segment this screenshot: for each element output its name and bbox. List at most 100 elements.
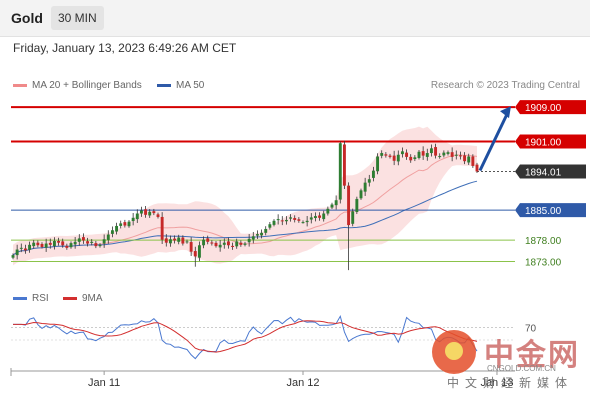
candle-body: [355, 198, 359, 213]
candle-body: [218, 244, 222, 248]
candle-body: [86, 241, 90, 244]
candle-body: [458, 155, 462, 157]
candle-body: [160, 216, 164, 240]
candle: [293, 215, 297, 223]
candle-body: [48, 242, 52, 245]
candle-body: [156, 214, 160, 217]
level-tag-1909.00: 1909.00: [515, 100, 586, 115]
level-tag-1901.00: 1901.00: [515, 134, 586, 149]
candle-body: [272, 220, 276, 225]
rsi-legend-label: RSI: [32, 293, 49, 304]
candle-body: [173, 238, 177, 241]
level-tag-1894.01: 1894.01: [515, 164, 586, 179]
candle-body: [181, 237, 185, 244]
legend-rsi-ma: 9MA: [63, 293, 103, 304]
candle: [309, 213, 313, 224]
candle-body: [351, 211, 355, 224]
candle-body: [396, 154, 400, 162]
candle-body: [135, 213, 139, 220]
candle-body: [235, 241, 239, 247]
candle: [446, 150, 450, 156]
candle-body: [475, 164, 479, 172]
candle-body: [367, 179, 371, 183]
candle-body: [264, 228, 268, 233]
rsi-swatch: [13, 296, 27, 300]
candle-body: [73, 241, 77, 245]
level-tag-bg: [515, 100, 586, 115]
timeframe-button[interactable]: 30 MIN: [51, 6, 104, 30]
candle: [438, 153, 442, 159]
candle-body: [434, 147, 438, 156]
candle-body: [446, 152, 450, 154]
candle: [164, 234, 168, 247]
candle: [40, 242, 44, 249]
candle-body: [15, 249, 19, 256]
candle: [255, 230, 259, 240]
candle-body: [94, 243, 98, 247]
candle-body: [276, 219, 280, 221]
candle-body: [342, 144, 346, 186]
candle-body: [206, 238, 210, 242]
candle: [231, 242, 235, 250]
candle: [156, 212, 160, 219]
candle-body: [388, 155, 392, 157]
level-tag-bg: [515, 164, 586, 179]
candle: [86, 237, 90, 247]
rsi-tick-label: 70: [525, 324, 537, 335]
candle: [239, 240, 243, 247]
level-tag-bg: [515, 134, 586, 149]
candle-body: [81, 237, 85, 241]
candle-body: [115, 225, 119, 232]
candle: [425, 148, 429, 161]
asset-name: Gold: [11, 10, 43, 26]
legend-ma50: MA 50: [157, 80, 204, 91]
candle: [330, 202, 334, 210]
candle: [247, 234, 251, 247]
candle: [334, 195, 338, 210]
candle-body: [334, 200, 338, 206]
candle-body: [371, 170, 375, 178]
candle: [351, 208, 355, 227]
candle: [115, 222, 119, 235]
candle: [135, 209, 139, 223]
candle-body: [429, 148, 433, 154]
candle-body: [110, 230, 114, 234]
candle-body: [177, 237, 181, 242]
bollinger-legend-label: MA 20 + Bollinger Bands: [32, 80, 142, 91]
candle-body: [52, 240, 56, 247]
candle-body: [255, 234, 259, 236]
candle: [284, 216, 288, 225]
candle: [380, 150, 384, 159]
top-bar: Gold 30 MIN: [0, 0, 590, 37]
level-tag-1873.00: 1873.00: [525, 258, 562, 269]
candle: [193, 246, 197, 267]
candle: [450, 147, 454, 162]
candle-body: [467, 156, 471, 163]
candle: [119, 220, 123, 229]
candle: [202, 236, 206, 249]
x-tick-label: Jan 13: [480, 377, 513, 389]
candle: [69, 241, 73, 249]
watermark-logo-icon: [432, 330, 476, 374]
watermark-url: CNGOLD.COM.CN: [487, 364, 556, 373]
candle-body: [313, 216, 317, 219]
candle: [268, 222, 272, 230]
candle-body: [322, 213, 326, 220]
candle-body: [69, 243, 73, 248]
candle-body: [148, 211, 152, 216]
level-label: 1909.00: [525, 103, 562, 114]
candle-body: [90, 241, 94, 243]
candle: [243, 241, 247, 247]
candle: [173, 235, 177, 244]
candle: [144, 205, 148, 218]
level-label: 1873.00: [525, 258, 562, 269]
bollinger-swatch: [13, 83, 27, 87]
candle: [322, 210, 326, 222]
candle-body: [442, 152, 446, 156]
candle: [28, 241, 32, 253]
candle: [392, 150, 396, 166]
candle: [148, 209, 152, 218]
candle-body: [421, 151, 425, 156]
candle: [61, 238, 65, 248]
